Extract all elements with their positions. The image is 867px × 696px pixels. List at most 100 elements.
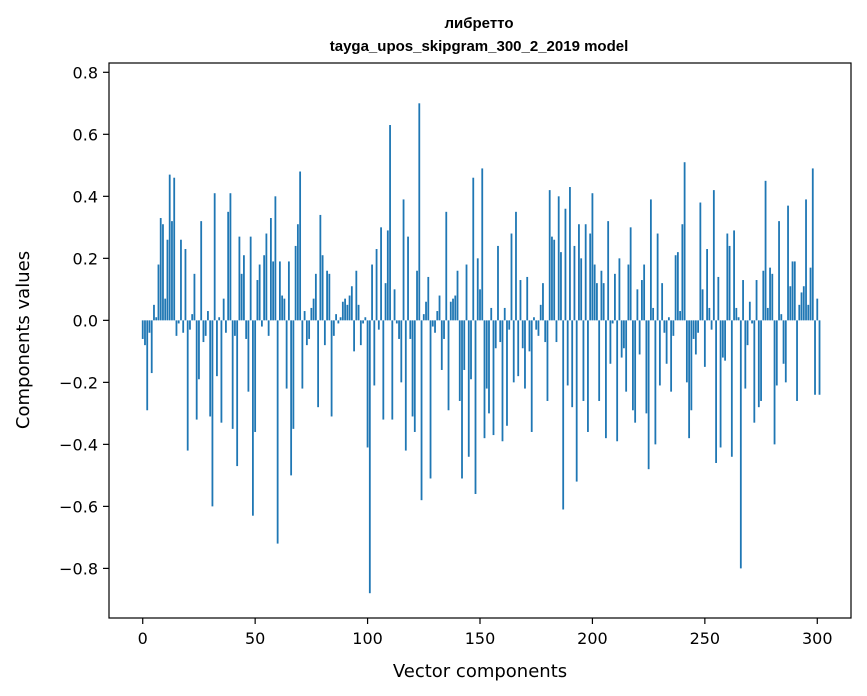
bar	[506, 320, 508, 426]
bar	[501, 320, 504, 442]
bar	[389, 125, 391, 321]
bar	[807, 304, 810, 321]
bar	[775, 320, 778, 386]
bar	[373, 320, 376, 386]
bar	[413, 320, 416, 432]
bar	[470, 320, 472, 380]
bar	[645, 320, 648, 414]
bar	[708, 307, 711, 321]
bar	[465, 264, 468, 321]
bar	[155, 317, 158, 321]
bar	[141, 320, 144, 339]
bar	[382, 320, 385, 420]
bar	[512, 320, 515, 383]
bar	[440, 320, 443, 370]
bar	[337, 320, 340, 324]
bar	[240, 273, 243, 321]
bar	[195, 320, 198, 420]
bar	[409, 320, 412, 339]
bar	[634, 320, 637, 423]
bar	[778, 221, 780, 321]
bar	[742, 280, 744, 321]
bar	[294, 245, 297, 321]
x-axis-label: Vector components	[393, 661, 567, 682]
bar	[305, 320, 308, 346]
bar	[533, 317, 535, 321]
bar	[348, 295, 351, 321]
bar	[157, 264, 160, 321]
bar	[658, 320, 661, 386]
bar	[175, 320, 178, 336]
bar	[200, 221, 203, 321]
bar	[198, 320, 200, 380]
bar	[818, 320, 821, 395]
bar	[243, 255, 245, 321]
bar	[809, 267, 812, 321]
bar	[314, 273, 317, 321]
bar	[229, 193, 232, 321]
bar	[252, 320, 254, 516]
x-axis-ticks: 0 50 100 150 200 250 300	[138, 618, 833, 648]
bar	[663, 320, 666, 333]
bar	[539, 304, 542, 321]
bar	[636, 289, 639, 321]
bar	[274, 196, 277, 321]
bar	[665, 320, 668, 364]
bar	[254, 320, 257, 432]
bar	[728, 245, 731, 321]
bar	[476, 258, 479, 321]
bar	[395, 320, 398, 324]
bar	[171, 221, 173, 321]
bar	[751, 320, 753, 324]
x-tick-label: 300	[802, 629, 833, 648]
bar	[681, 224, 684, 321]
y-tick-label: −0.6	[59, 497, 98, 516]
bar	[755, 280, 758, 321]
plot-frame	[108, 62, 852, 619]
bar	[144, 320, 146, 346]
bar	[706, 249, 708, 321]
bar	[454, 295, 457, 321]
bar	[184, 249, 187, 321]
bar	[447, 320, 450, 411]
bar	[654, 320, 657, 445]
bar	[422, 314, 425, 321]
bar	[236, 320, 239, 467]
bar	[625, 320, 628, 392]
bar	[584, 224, 587, 321]
bar	[416, 270, 418, 321]
bar	[386, 230, 389, 321]
bar	[519, 280, 522, 321]
bar	[434, 320, 436, 333]
bar	[773, 320, 776, 445]
bar	[811, 168, 814, 321]
bar	[287, 261, 290, 321]
bar	[173, 177, 176, 321]
bar	[814, 320, 816, 395]
bar	[602, 283, 605, 321]
bar	[238, 236, 241, 321]
bar	[371, 264, 373, 321]
bar	[640, 280, 643, 321]
bar	[335, 314, 337, 321]
bar	[180, 239, 182, 321]
chart-subtitle: tayga_upos_skipgram_300_2_2019 model	[330, 38, 629, 55]
bar	[623, 320, 625, 349]
bar	[164, 298, 167, 321]
y-axis-ticks: −0.8 −0.6 −0.4 −0.2 0.0 0.2 0.4 0.6 0.8	[59, 63, 109, 578]
bar	[672, 320, 675, 336]
bar	[449, 301, 452, 321]
bar	[553, 239, 556, 321]
bar	[593, 264, 596, 321]
bar	[816, 298, 819, 321]
bar	[467, 320, 470, 457]
y-tick-label: 0.4	[73, 187, 98, 206]
bar	[575, 320, 578, 482]
bar	[330, 320, 333, 417]
bar	[571, 320, 574, 408]
bar	[328, 273, 331, 321]
bar	[497, 245, 499, 321]
bar	[258, 264, 261, 321]
bar	[796, 320, 798, 401]
bar	[474, 320, 477, 494]
